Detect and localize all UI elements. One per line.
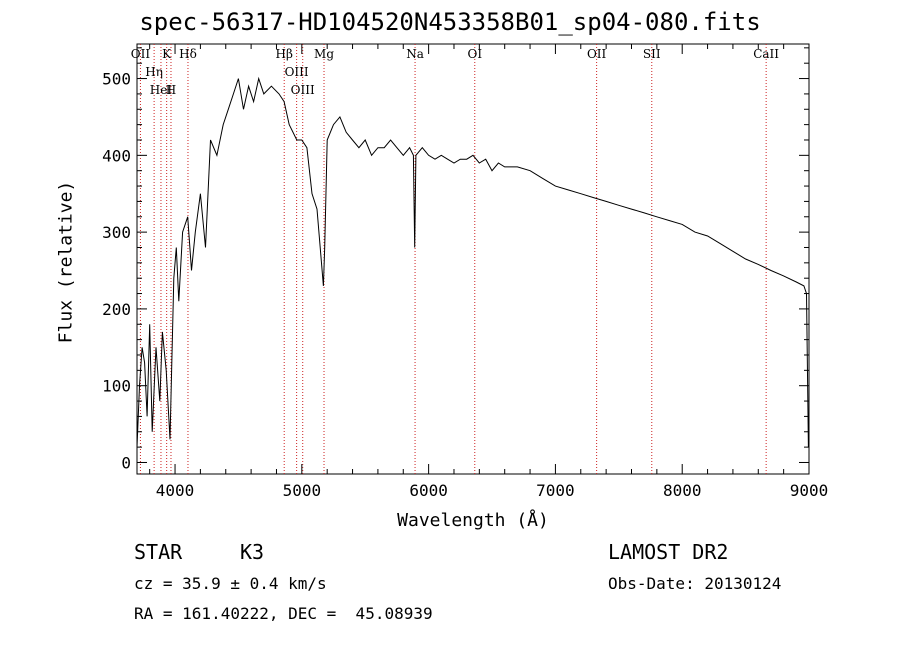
line-label: HeI [150, 83, 173, 97]
line-label: OI [467, 47, 482, 61]
line-label: OII [131, 47, 151, 61]
obs-date-text: Obs-Date: 20130124 [608, 574, 782, 593]
x-tick-label: 4000 [156, 481, 195, 500]
y-tick-label: 100 [102, 377, 131, 396]
x-tick-label: 5000 [283, 481, 322, 500]
y-tick-label: 200 [102, 300, 131, 319]
line-label: Hδ [179, 47, 197, 61]
line-label: Hβ [276, 47, 293, 61]
y-tick-label: 500 [102, 70, 131, 89]
survey-label: LAMOST DR2 [608, 540, 729, 564]
chart-title: spec-56317-HD104520N453358B01_sp04-080.f… [139, 8, 761, 36]
redshift-text: cz = 35.9 ± 0.4 km/s [134, 574, 327, 593]
subclass-label: K3 [240, 540, 265, 564]
line-label: OIII [285, 65, 309, 79]
spectral-line-labels: OII Hη HeI K H Hδ Hβ OIII OIII Mg Na OI OII SII CaII [131, 47, 780, 97]
line-label: Hη [145, 65, 163, 79]
x-tick-label: 8000 [663, 481, 702, 500]
line-label: K [162, 47, 172, 61]
line-label: H [166, 83, 176, 97]
line-label: SII [643, 47, 661, 61]
axis-ticks: 4000 5000 6000 7000 8000 9000 0 100 200 300 400 500 [102, 44, 828, 500]
class-label: STAR [134, 540, 183, 564]
x-axis-label: Wavelength (Å) [397, 510, 549, 531]
coordinates-text: RA = 161.40222, DEC = 45.08939 [134, 604, 433, 623]
y-tick-label: 400 [102, 146, 131, 165]
spectral-line-markers [139, 44, 767, 474]
y-tick-label: 0 [121, 453, 131, 472]
line-label: CaII [753, 47, 779, 61]
plot-frame [136, 43, 810, 475]
line-label: OII [587, 47, 607, 61]
line-label: OIII [291, 83, 315, 97]
spectrum-line [136, 76, 809, 448]
line-label: Mg [314, 47, 334, 61]
x-tick-label: 6000 [409, 481, 448, 500]
x-tick-label: 7000 [536, 481, 575, 500]
y-tick-label: 300 [102, 223, 131, 242]
x-tick-label: 9000 [790, 481, 829, 500]
line-label: Na [406, 47, 424, 61]
